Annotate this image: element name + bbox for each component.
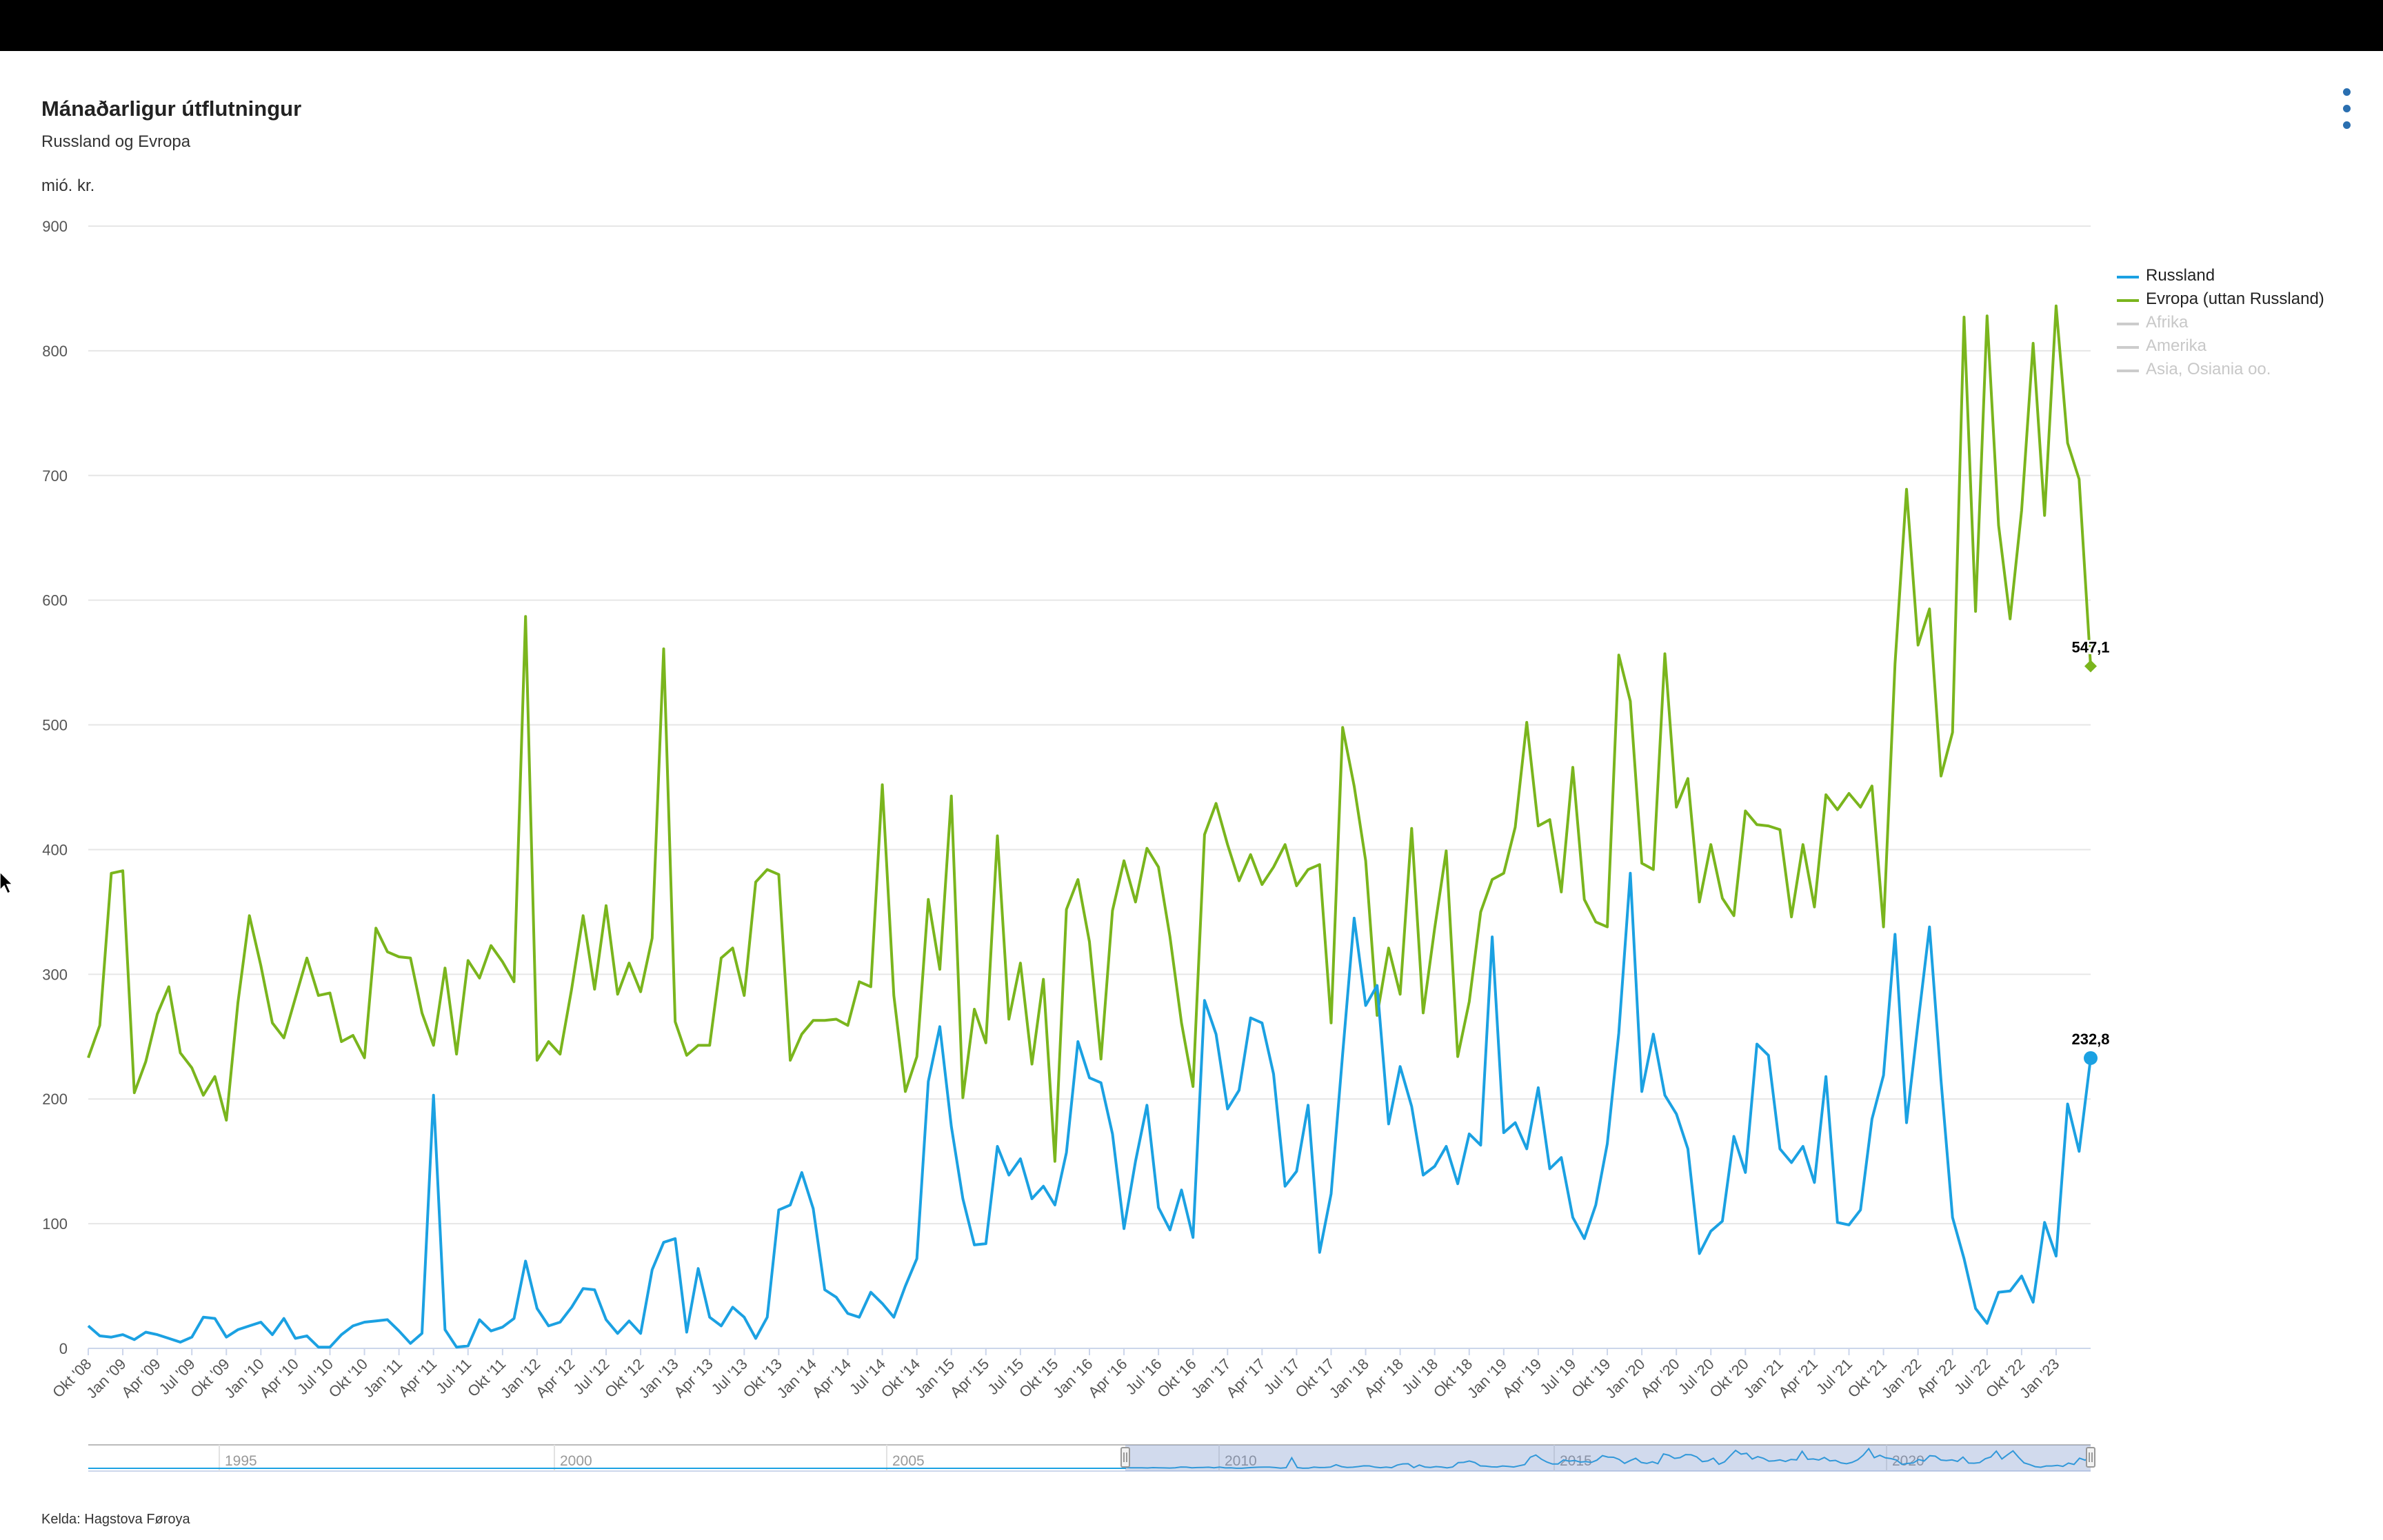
navigator-series [88,1447,2091,1469]
navigator-handle[interactable] [1120,1447,1130,1468]
x-tick-label: Apr '21 [1775,1355,1820,1401]
y-tick-label: 300 [42,966,68,983]
y-tick-label: 900 [42,218,68,235]
x-tick-label: Apr '10 [256,1355,301,1401]
x-tick-label: Apr '13 [670,1355,716,1401]
navigator-year-label: 1995 [225,1453,257,1469]
y-tick-label: 400 [42,841,68,858]
chart-title: Mánaðarligur útflutningur [41,97,302,121]
y-tick-label: 0 [59,1340,68,1357]
source-note: Kelda: Hagstova Føroya [41,1512,190,1527]
x-tick-label: Jan '18 [1326,1355,1372,1401]
x-tick-label: Apr '19 [1499,1355,1545,1401]
x-tick-label: Apr '12 [532,1355,578,1401]
top-bar [0,0,2383,51]
navigator-handle[interactable] [2086,1447,2095,1468]
x-tick-label: Apr '11 [395,1355,440,1400]
navigator-year-label: 2005 [892,1453,925,1469]
legend-item-russland[interactable]: Russland [2115,265,2371,288]
x-tick-label: Jan '22 [1878,1355,1924,1401]
legend-label: Amerika [2146,336,2207,355]
legend: Russland Evropa (uttan Russland) Afrika … [2115,265,2371,382]
legend-item-evropa[interactable]: Evropa (uttan Russland) [2115,288,2371,312]
y-tick-label: 200 [42,1091,68,1108]
navigator-year-label: 2000 [560,1453,592,1469]
x-tick-label: Apr '18 [1361,1355,1407,1401]
legend-item-amerika[interactable]: Amerika [2115,335,2371,358]
x-tick-label: Jan '09 [83,1355,129,1401]
y-axis-unit: mió. kr. [41,176,95,195]
y-tick-label: 600 [42,592,68,609]
x-tick-label: Jan '14 [774,1355,820,1401]
x-tick-label: Jan '23 [2016,1355,2062,1401]
x-tick-label: Apr '16 [1085,1355,1130,1401]
legend-label: Evropa (uttan Russland) [2146,290,2324,308]
legend-label: Russland [2146,266,2215,285]
y-tick-label: 700 [42,467,68,485]
x-tick-label: Apr '15 [947,1355,992,1401]
chart-card [0,51,2383,1540]
x-tick-label: Apr '20 [1637,1355,1682,1401]
legend-label: Asia, Osiania oo. [2146,360,2271,378]
navigator-year-label: 2010 [1225,1453,1257,1469]
data-label: 547,1 [2071,638,2109,656]
x-tick-label: Jan '11 [360,1355,405,1401]
x-tick-label: Jan '19 [1464,1355,1510,1401]
x-tick-label: Jan '10 [221,1355,268,1401]
y-tick-label: 100 [42,1215,68,1233]
x-tick-label: Jan '12 [497,1355,543,1401]
x-tick-label: Jan '15 [912,1355,958,1401]
legend-item-afrika[interactable]: Afrika [2115,312,2371,335]
kebab-menu-icon[interactable] [2339,85,2355,132]
chart-subtitle: Russland og Evropa [41,132,191,151]
x-tick-label: Jan '13 [635,1355,681,1401]
series-line-russland [87,871,2092,1349]
x-tick-label: Apr '09 [118,1355,163,1401]
x-tick-label: Jan '20 [1602,1355,1648,1401]
last-point-marker [2084,660,2097,673]
x-tick-label: Apr '17 [1223,1355,1268,1401]
x-tick-label: Okt '10 [325,1355,371,1401]
legend-item-asia[interactable]: Asia, Osiania oo. [2115,358,2371,382]
x-tick-label: Apr '14 [809,1355,854,1401]
y-tick-label: 800 [42,343,68,360]
last-point-marker [2084,1051,2098,1065]
mouse-cursor-icon [0,872,14,895]
x-tick-label: Jan '16 [1049,1355,1096,1401]
legend-label: Afrika [2146,313,2189,332]
data-label: 232,8 [2071,1031,2109,1048]
navigator-selection [1125,1445,2091,1471]
x-tick-label: Jan '21 [1740,1355,1787,1401]
navigator-year-label: 2020 [1892,1453,1924,1469]
series-line-evropa [87,304,2092,1163]
x-tick-label: Apr '22 [1913,1355,1959,1401]
x-tick-label: Jan '17 [1187,1355,1234,1401]
y-tick-label: 500 [42,717,68,734]
